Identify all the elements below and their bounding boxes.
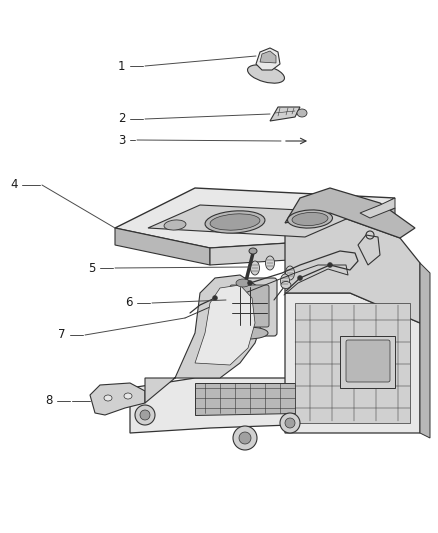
Polygon shape [195,285,255,365]
Polygon shape [420,263,430,438]
Ellipse shape [249,248,257,254]
Ellipse shape [286,266,294,280]
Circle shape [239,432,251,444]
Circle shape [212,295,218,301]
Polygon shape [285,213,420,323]
Text: 2: 2 [118,112,126,125]
Ellipse shape [280,274,290,288]
Text: 3: 3 [118,133,125,147]
Ellipse shape [281,281,291,288]
FancyBboxPatch shape [340,336,395,388]
FancyBboxPatch shape [223,278,277,336]
FancyBboxPatch shape [346,340,390,382]
Ellipse shape [164,220,186,230]
Ellipse shape [265,256,275,270]
Polygon shape [358,235,380,265]
Circle shape [297,276,303,280]
Ellipse shape [210,214,260,230]
Text: 1: 1 [118,60,126,72]
Text: 6: 6 [125,296,133,310]
Text: 5: 5 [88,262,95,274]
Polygon shape [285,293,420,433]
Polygon shape [145,275,265,403]
Text: 4: 4 [10,179,18,191]
Circle shape [285,418,295,428]
Circle shape [328,262,332,268]
Ellipse shape [251,261,259,275]
FancyBboxPatch shape [230,285,269,327]
Circle shape [140,410,150,420]
Ellipse shape [292,213,328,225]
Polygon shape [115,228,210,265]
Circle shape [233,426,257,450]
Polygon shape [360,198,395,218]
Polygon shape [295,303,410,423]
Polygon shape [148,205,360,237]
Circle shape [247,280,252,286]
Polygon shape [115,188,395,248]
Circle shape [280,413,300,433]
Polygon shape [130,378,340,433]
Text: 7: 7 [58,328,66,342]
Polygon shape [270,107,300,121]
Circle shape [135,405,155,425]
Ellipse shape [287,210,332,228]
Ellipse shape [297,109,307,117]
Text: 8: 8 [45,394,53,408]
Ellipse shape [104,395,112,401]
Polygon shape [256,48,280,70]
Polygon shape [195,383,295,415]
Polygon shape [285,188,415,238]
Ellipse shape [228,327,268,339]
Ellipse shape [124,393,132,399]
Ellipse shape [236,279,250,287]
Polygon shape [320,208,395,258]
Polygon shape [210,241,320,265]
Polygon shape [260,51,276,63]
Ellipse shape [205,211,265,233]
Ellipse shape [247,65,284,83]
Polygon shape [90,383,145,415]
